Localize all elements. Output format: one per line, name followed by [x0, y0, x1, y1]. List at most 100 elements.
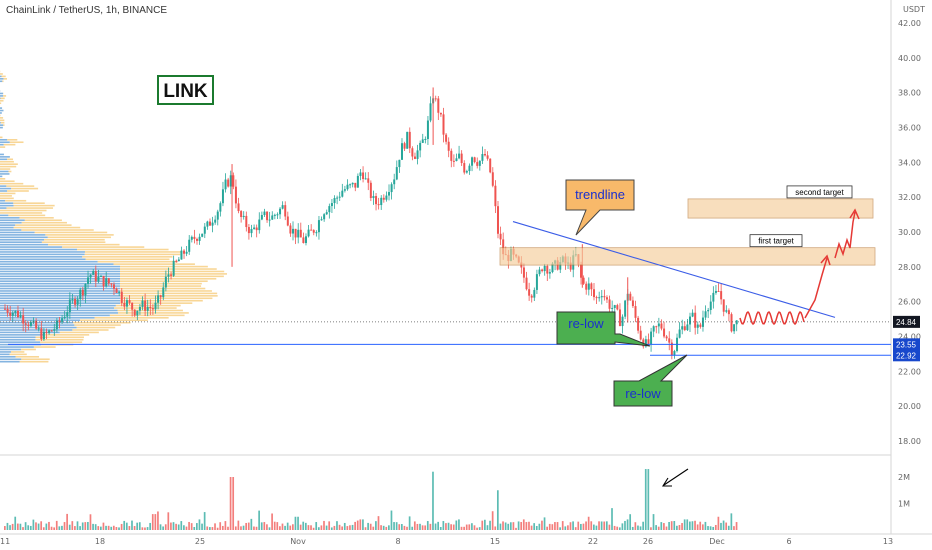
volume-profile-bar [0, 158, 8, 161]
volume-bar [548, 523, 551, 530]
volume-profile-bar [0, 260, 98, 263]
candle-body [146, 306, 149, 311]
candle-body [471, 157, 474, 166]
volume-profile-bar [0, 195, 12, 197]
volume-profile-bar [0, 324, 75, 326]
volume-bar [341, 526, 344, 530]
candle-body [541, 269, 544, 272]
candle-body [725, 310, 728, 312]
volume-bar [580, 523, 582, 530]
candle-body [323, 214, 326, 220]
volume-bar [22, 527, 24, 530]
candle-body [727, 310, 730, 315]
candle-body [481, 154, 484, 161]
target-zone-label: second target [795, 188, 844, 197]
volume-profile-bar [9, 141, 24, 144]
volume-bar [118, 527, 120, 530]
candle-body [491, 172, 494, 186]
volume-bar [107, 525, 110, 530]
candle-body [460, 153, 463, 164]
volume-bar [255, 526, 258, 530]
candle-body [437, 98, 440, 113]
volume-profile-bar [0, 226, 14, 229]
candle-body [175, 260, 178, 262]
volume-bar [362, 519, 364, 530]
volume-bar [663, 523, 665, 530]
volume-profile-bar [0, 175, 3, 178]
volume-profile-bar [10, 351, 25, 353]
volume-profile-bar [0, 229, 22, 231]
volume-bar [496, 490, 499, 530]
volume-profile-bar [72, 329, 109, 331]
volume-profile-bar [0, 270, 120, 273]
candle-body [707, 309, 710, 312]
volume-bar [489, 520, 491, 530]
volume-profile-bar [21, 358, 50, 361]
candle-body [266, 211, 269, 221]
volume-bar [676, 525, 678, 530]
candle-body [144, 300, 147, 311]
volume-bar [245, 522, 248, 530]
volume-profile-bar [0, 146, 6, 148]
volume-profile-bar [0, 265, 120, 268]
volume-profile-bar [7, 190, 29, 192]
candle-body [354, 182, 357, 188]
candle-body [105, 278, 108, 287]
volume-bar [284, 525, 286, 530]
volume-tick-label: 1M [898, 500, 910, 509]
volume-bar [535, 526, 538, 530]
volume-bar [543, 517, 546, 530]
volume-profile-bar [35, 336, 84, 339]
candle-body [463, 163, 466, 173]
volume-bar [367, 522, 369, 530]
candle-body [304, 236, 307, 244]
candle-body [325, 212, 328, 215]
candle-body [525, 277, 528, 290]
candle-body [76, 299, 79, 305]
volume-profile-bar [0, 341, 41, 343]
volume-profile-bar [8, 214, 46, 217]
volume-bar [426, 521, 429, 530]
volume-profile-bar [0, 192, 16, 195]
candle-body [183, 250, 186, 254]
volume-bar [577, 521, 580, 530]
candle-body [465, 171, 468, 173]
volume-bar [442, 521, 445, 530]
x-tick-label: Nov [290, 537, 306, 546]
candle-body [68, 299, 71, 313]
candle-body [164, 276, 167, 288]
volume-profile-bar [0, 238, 45, 241]
candle-body [694, 312, 697, 328]
candle-body [709, 301, 712, 310]
candle-body [45, 331, 48, 334]
volume-bar [546, 526, 548, 530]
forecast-path [739, 310, 805, 326]
volume-profile-bar [11, 187, 39, 190]
candle-body [284, 205, 287, 217]
volume-bar [286, 522, 289, 530]
candle-body [359, 172, 362, 176]
volume-bar [227, 526, 229, 530]
volume-profile-bar [0, 346, 34, 348]
candle-body [634, 306, 637, 318]
volume-profile-bar [120, 280, 208, 283]
volume-bar [561, 521, 564, 530]
volume-profile-bar [0, 121, 5, 124]
volume-bar [317, 527, 320, 530]
volume-profile-bar [0, 251, 85, 253]
volume-profile-bar [0, 297, 120, 300]
candle-body [263, 211, 266, 216]
volume-bar [193, 527, 196, 530]
candle-body [429, 103, 432, 121]
volume-bar [302, 521, 305, 530]
volume-profile-bar [0, 246, 63, 248]
volume-profile-bar [0, 307, 115, 309]
volume-profile-bar [0, 97, 5, 100]
candle-body [157, 295, 160, 303]
volume-profile-bar [2, 80, 4, 83]
volume-bar [701, 524, 704, 530]
volume-bar [481, 520, 484, 530]
forecast-arrowhead [820, 254, 831, 266]
volume-bar [538, 523, 541, 530]
